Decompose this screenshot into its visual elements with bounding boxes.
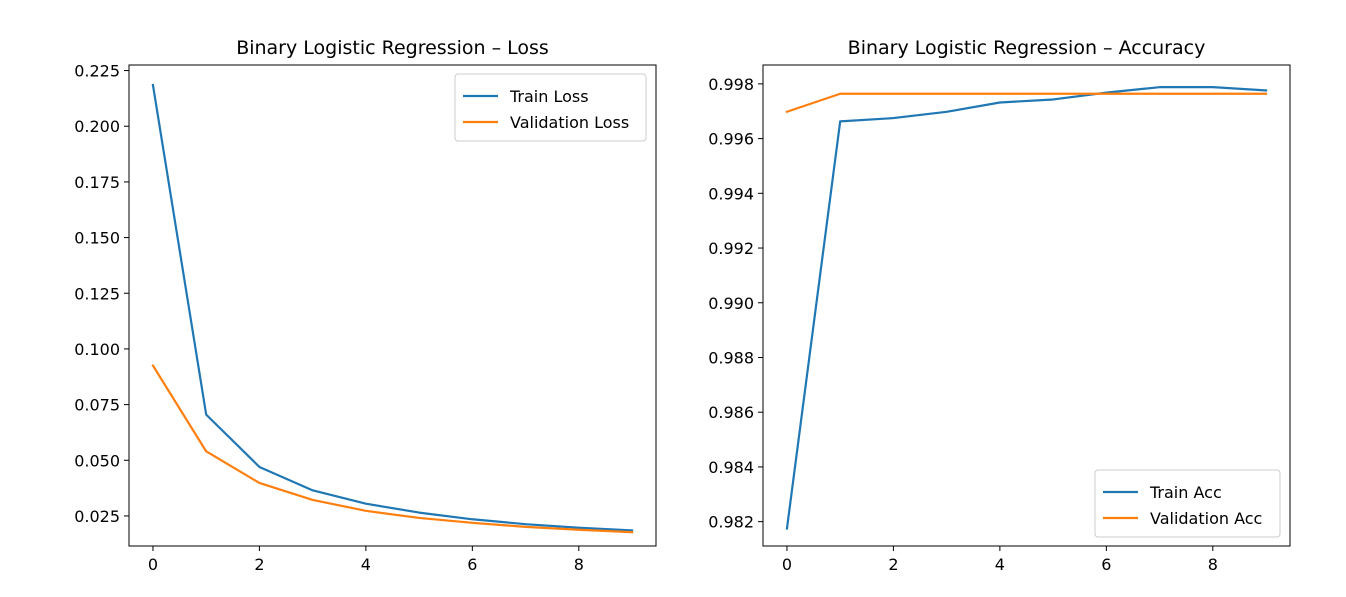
loss-legend-label-2: Validation Loss [510, 113, 629, 132]
loss-y-tick-label: 0.050 [74, 451, 120, 470]
loss-chart: Binary Logistic Regression – Loss 0 2 4 6 8 0… [74, 37, 657, 574]
accuracy-y-tick-label: 0.982 [708, 513, 754, 532]
loss-axes-frame [128, 64, 657, 547]
accuracy-legend: Train Acc Validation Acc [1094, 469, 1281, 538]
accuracy-chart: Binary Logistic Regression – Accuracy 0 2… [708, 37, 1291, 574]
accuracy-y-tick-label: 0.988 [708, 348, 754, 367]
loss-y-tick-label: 0.175 [74, 173, 120, 192]
loss-x-tick-label: 0 [148, 555, 158, 574]
loss-y-tick-label: 0.225 [74, 62, 120, 81]
loss-y-tick-label: 0.200 [74, 117, 120, 136]
loss-chart-title: Binary Logistic Regression – Loss [236, 37, 549, 59]
loss-legend-box [454, 73, 647, 142]
accuracy-legend-label-1: Train Acc [1149, 483, 1222, 502]
loss-legend-label-1: Train Loss [509, 87, 589, 106]
accuracy-y-tick-label: 0.998 [708, 75, 754, 94]
accuracy-x-tick-label: 2 [888, 555, 898, 574]
accuracy-legend-box [1094, 469, 1281, 538]
loss-y-tick-label: 0.150 [74, 229, 120, 248]
loss-y-tick-label: 0.025 [74, 507, 120, 526]
accuracy-y-tick-label: 0.984 [708, 458, 754, 477]
loss-y-tick-label: 0.100 [74, 340, 120, 359]
accuracy-x-tick-label: 4 [995, 555, 1005, 574]
accuracy-y-tick-label: 0.996 [708, 130, 754, 149]
loss-x-tick-label: 2 [254, 555, 264, 574]
accuracy-x-tick-label: 8 [1208, 555, 1218, 574]
accuracy-y-tick-label: 0.994 [708, 184, 754, 203]
accuracy-axes-frame [762, 64, 1291, 547]
accuracy-y-tick-label: 0.990 [708, 294, 754, 313]
loss-y-tick-label: 0.125 [74, 284, 120, 303]
loss-y-tick-label: 0.075 [74, 396, 120, 415]
loss-x-tick-label: 4 [361, 555, 371, 574]
accuracy-y-tick-label: 0.992 [708, 239, 754, 258]
loss-series-line-2 [151, 364, 634, 534]
accuracy-x-tick-label: 6 [1101, 555, 1111, 574]
loss-legend: Train Loss Validation Loss [454, 73, 647, 142]
loss-x-tick-label: 8 [574, 555, 584, 574]
accuracy-y-tick-label: 0.986 [708, 403, 754, 422]
accuracy-legend-label-2: Validation Acc [1150, 509, 1262, 528]
accuracy-x-tick-label: 0 [782, 555, 792, 574]
accuracy-series-line-2 [785, 92, 1268, 114]
accuracy-series-line-1 [785, 86, 1268, 530]
loss-series-line-1 [151, 83, 634, 532]
accuracy-chart-title: Binary Logistic Regression – Accuracy [848, 37, 1206, 59]
loss-x-tick-label: 6 [467, 555, 477, 574]
